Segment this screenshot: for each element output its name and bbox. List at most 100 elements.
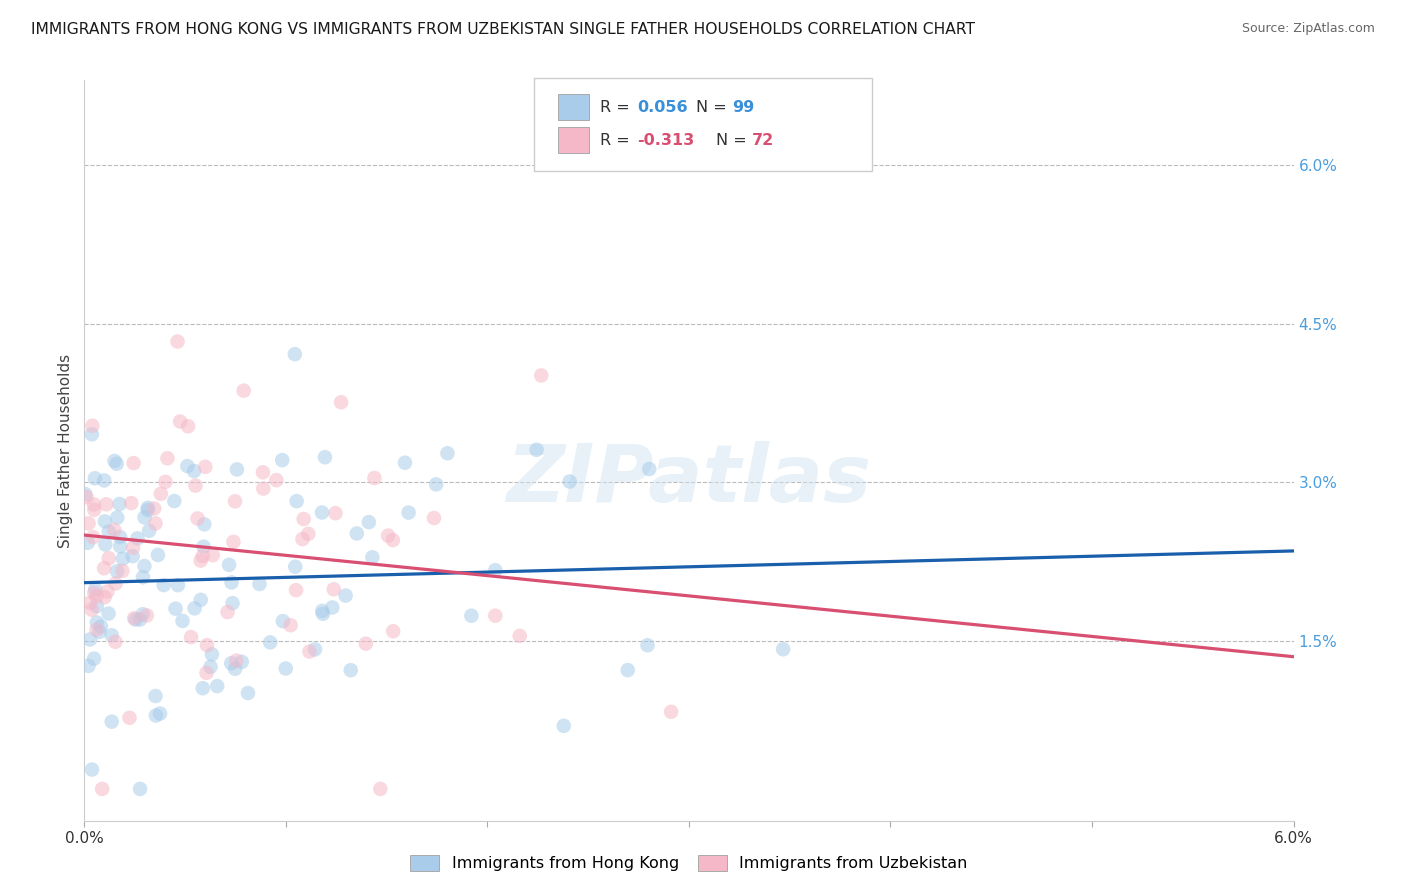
Point xyxy=(291,532,314,546)
Point xyxy=(297,526,319,541)
Point xyxy=(132,607,155,622)
Point xyxy=(127,532,149,546)
Point xyxy=(201,648,224,662)
Point xyxy=(382,624,405,639)
Point xyxy=(136,500,159,515)
Point xyxy=(89,624,111,639)
Point xyxy=(194,459,217,474)
Point xyxy=(76,490,98,504)
Point xyxy=(122,456,145,470)
Point xyxy=(271,453,294,467)
Point xyxy=(225,654,247,668)
Point xyxy=(436,446,458,460)
Point xyxy=(93,561,115,575)
Point xyxy=(222,534,245,549)
Point xyxy=(394,456,416,470)
Point xyxy=(124,612,146,626)
Point xyxy=(155,475,177,489)
Point xyxy=(274,661,297,675)
Point xyxy=(509,629,531,643)
Point xyxy=(232,384,254,398)
Point xyxy=(259,635,281,649)
Point xyxy=(79,632,101,647)
Point xyxy=(128,613,150,627)
Point xyxy=(172,614,194,628)
Point xyxy=(111,551,134,566)
Point xyxy=(145,516,167,531)
Point xyxy=(110,539,132,553)
Point xyxy=(84,582,107,597)
Text: IMMIGRANTS FROM HONG KONG VS IMMIGRANTS FROM UZBEKISTAN SINGLE FATHER HOUSEHOLDS: IMMIGRANTS FROM HONG KONG VS IMMIGRANTS … xyxy=(31,22,974,37)
Point xyxy=(219,657,242,671)
Point xyxy=(325,506,347,520)
Point xyxy=(377,528,399,542)
Point xyxy=(120,496,142,510)
Point xyxy=(100,628,122,642)
Point xyxy=(165,601,187,615)
Point xyxy=(191,549,214,563)
Text: R =: R = xyxy=(600,100,636,114)
Point xyxy=(105,457,128,471)
Point xyxy=(79,596,101,610)
Point xyxy=(80,427,103,442)
Point xyxy=(368,781,391,796)
Point xyxy=(118,711,141,725)
Point xyxy=(143,501,166,516)
Point xyxy=(97,607,120,621)
Point xyxy=(423,511,446,525)
Point xyxy=(266,473,288,487)
Text: R =: R = xyxy=(600,133,636,147)
Point xyxy=(361,550,384,565)
Point xyxy=(398,506,420,520)
Point xyxy=(224,494,246,508)
Point xyxy=(104,576,127,591)
Point xyxy=(83,498,105,512)
Y-axis label: Single Father Households: Single Father Households xyxy=(58,353,73,548)
Point xyxy=(80,763,103,777)
Point xyxy=(86,590,108,604)
Point xyxy=(190,553,212,567)
Point xyxy=(298,644,321,658)
Point xyxy=(193,517,215,532)
Point xyxy=(221,596,243,610)
Point xyxy=(284,347,307,361)
Point xyxy=(284,559,307,574)
Point xyxy=(638,462,661,476)
Point xyxy=(90,619,112,633)
Text: N =: N = xyxy=(716,133,752,147)
Point xyxy=(136,503,159,517)
Point xyxy=(553,719,575,733)
Point xyxy=(80,603,103,617)
Point xyxy=(616,663,638,677)
Point xyxy=(311,604,333,618)
Point xyxy=(135,608,157,623)
Point xyxy=(166,334,188,349)
Point xyxy=(176,459,198,474)
Point xyxy=(191,681,214,696)
Point xyxy=(271,614,294,628)
Point xyxy=(100,714,122,729)
Point xyxy=(280,618,302,632)
Point xyxy=(659,705,682,719)
Point xyxy=(108,497,131,511)
Point xyxy=(200,660,222,674)
Point xyxy=(122,541,145,555)
Point xyxy=(285,494,308,508)
Point xyxy=(86,599,108,614)
Point xyxy=(134,559,156,574)
Point xyxy=(322,582,344,597)
Point xyxy=(217,605,239,619)
Point xyxy=(96,584,118,599)
Point xyxy=(330,395,353,409)
Point xyxy=(312,607,335,621)
Point xyxy=(285,583,308,598)
Point xyxy=(530,368,553,383)
Point xyxy=(231,655,253,669)
Point xyxy=(149,487,172,501)
Point xyxy=(425,477,447,491)
Point xyxy=(224,662,246,676)
Point xyxy=(484,608,506,623)
Point xyxy=(91,781,114,796)
Point xyxy=(86,615,108,630)
Text: 0.056: 0.056 xyxy=(637,100,688,114)
